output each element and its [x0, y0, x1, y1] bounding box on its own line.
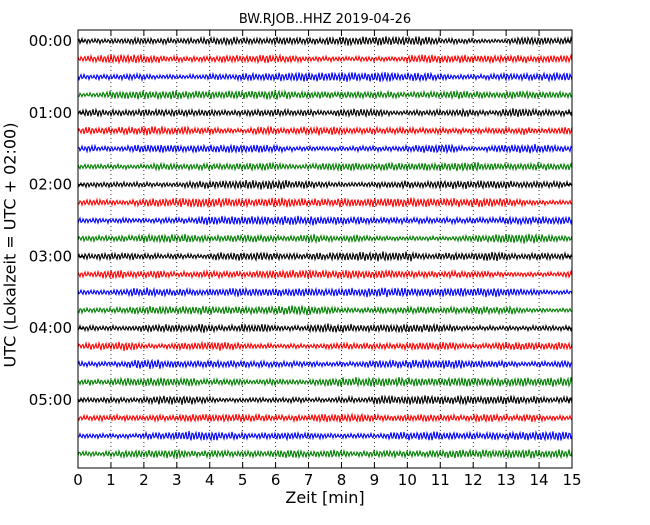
y-tick-label: 01:00	[29, 104, 72, 122]
seismic-trace	[77, 250, 573, 262]
x-tick-label: 6	[271, 471, 281, 489]
seismic-trace	[77, 143, 573, 155]
x-tick-label: 14	[530, 471, 549, 489]
y-tick-label: 02:00	[29, 176, 72, 194]
seismic-trace	[77, 268, 573, 280]
seismic-trace	[77, 125, 573, 137]
seismic-trace	[77, 232, 573, 245]
x-tick-label: 8	[337, 471, 347, 489]
seismic-trace	[77, 358, 573, 370]
x-tick-label: 12	[464, 471, 483, 489]
seismic-trace	[77, 322, 573, 334]
y-ticks-group: 00:00 01:00 02:00 03:00 04:00 05:00	[29, 32, 572, 409]
seismic-trace	[77, 304, 573, 316]
x-tick-label: 9	[370, 471, 380, 489]
seismic-trace	[77, 215, 573, 227]
seismic-trace	[77, 448, 573, 460]
x-tick-label: 5	[238, 471, 248, 489]
seismic-trace	[77, 107, 573, 119]
x-axis-label: Zeit [min]	[285, 488, 365, 507]
seismic-trace	[77, 35, 573, 47]
chart-title: BW.RJOB..HHZ 2019-04-26	[238, 12, 412, 27]
y-tick-label: 04:00	[29, 319, 72, 337]
seismic-trace	[77, 412, 573, 424]
x-tick-label: 3	[172, 471, 182, 489]
seismic-trace	[77, 179, 573, 191]
y-tick-label: 03:00	[29, 247, 72, 265]
x-tick-label: 2	[139, 471, 149, 489]
y-tick-label: 00:00	[29, 32, 72, 50]
y-tick-label: 05:00	[29, 391, 72, 409]
seismic-trace	[77, 160, 573, 173]
seismic-trace	[77, 394, 573, 406]
seismic-trace	[77, 430, 573, 442]
x-tick-label: 13	[497, 471, 516, 489]
x-tick-label: 11	[431, 471, 450, 489]
seismic-trace	[77, 340, 573, 352]
y-axis-label: UTC (Lokalzeit = UTC + 02:00)	[0, 122, 20, 368]
plot-frame	[77, 29, 573, 469]
seismic-trace	[77, 89, 573, 101]
seismic-trace	[77, 376, 573, 388]
x-tick-label: 0	[73, 471, 83, 489]
traces-group	[77, 35, 573, 460]
x-tick-label: 15	[562, 471, 581, 489]
seismic-trace	[77, 71, 573, 83]
seismic-trace	[77, 196, 573, 209]
x-tick-label: 10	[398, 471, 417, 489]
seismic-trace	[77, 53, 573, 65]
seismic-trace	[77, 286, 573, 298]
x-tick-label: 7	[304, 471, 314, 489]
x-tick-label: 4	[205, 471, 215, 489]
x-ticks-group: 0 1 2 3 4 5 6 7 8 9 10 11 12 13 14 15	[73, 30, 582, 489]
x-tick-label: 1	[106, 471, 116, 489]
